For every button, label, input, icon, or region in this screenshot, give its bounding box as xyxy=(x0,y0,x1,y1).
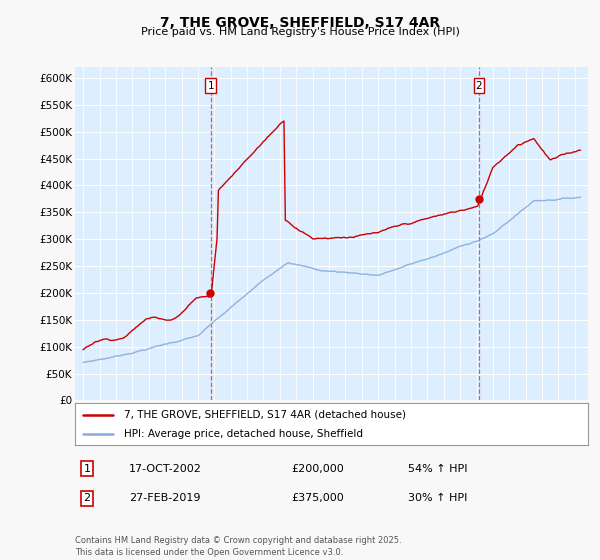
Text: 7, THE GROVE, SHEFFIELD, S17 4AR: 7, THE GROVE, SHEFFIELD, S17 4AR xyxy=(160,16,440,30)
Text: 2: 2 xyxy=(476,81,482,91)
Text: £375,000: £375,000 xyxy=(291,493,344,503)
Text: 27-FEB-2019: 27-FEB-2019 xyxy=(129,493,200,503)
Text: Contains HM Land Registry data © Crown copyright and database right 2025.
This d: Contains HM Land Registry data © Crown c… xyxy=(75,536,401,557)
Text: 30% ↑ HPI: 30% ↑ HPI xyxy=(408,493,467,503)
Text: 1: 1 xyxy=(83,464,91,474)
Text: 2: 2 xyxy=(83,493,91,503)
Text: £200,000: £200,000 xyxy=(291,464,344,474)
Text: 54% ↑ HPI: 54% ↑ HPI xyxy=(408,464,467,474)
Text: HPI: Average price, detached house, Sheffield: HPI: Average price, detached house, Shef… xyxy=(124,429,363,439)
Text: 7, THE GROVE, SHEFFIELD, S17 4AR (detached house): 7, THE GROVE, SHEFFIELD, S17 4AR (detach… xyxy=(124,409,406,419)
Text: 1: 1 xyxy=(208,81,214,91)
Text: Price paid vs. HM Land Registry's House Price Index (HPI): Price paid vs. HM Land Registry's House … xyxy=(140,27,460,37)
Text: 17-OCT-2002: 17-OCT-2002 xyxy=(129,464,202,474)
